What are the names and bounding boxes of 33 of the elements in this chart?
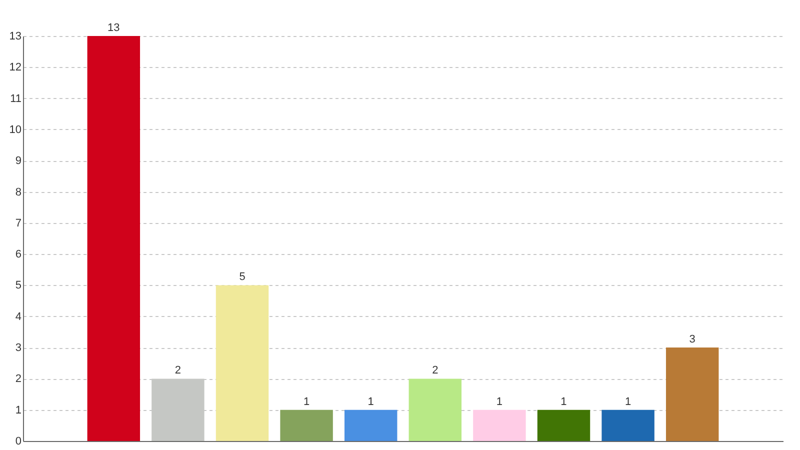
data-label: 1 (303, 396, 310, 408)
data-label: 1 (624, 396, 632, 408)
bar (216, 285, 269, 441)
y-tick-label: 8 (15, 186, 22, 198)
y-tick-label: 1 (15, 404, 22, 416)
data-label: 1 (496, 396, 503, 408)
data-label: 2 (432, 364, 438, 377)
bar (666, 348, 719, 441)
y-tick-label: 10 (9, 124, 22, 136)
data-label: 1 (368, 396, 374, 408)
y-tick-label: 0 (15, 436, 22, 448)
data-label: 1 (560, 396, 567, 408)
y-tick-label: 3 (15, 342, 22, 354)
data-label: 3 (689, 334, 696, 346)
y-tick-label: 12 (9, 62, 22, 74)
y-tick-label: 2 (15, 373, 22, 386)
y-tick-label: 5 (15, 280, 22, 292)
y-tick-label: 11 (10, 92, 22, 105)
data-label: 2 (174, 364, 182, 377)
bar (280, 410, 333, 441)
bar (537, 410, 590, 441)
bar (602, 410, 654, 441)
y-tick-label: 6 (15, 248, 22, 261)
bar (87, 36, 140, 441)
y-tick-label: 7 (15, 217, 22, 230)
bar (473, 410, 526, 441)
bar (408, 378, 462, 441)
y-tick-label: 13 (9, 30, 22, 42)
data-label: 5 (239, 271, 246, 284)
data-label: 13 (108, 22, 120, 34)
y-tick-label: 4 (15, 310, 22, 323)
y-tick-label: 9 (15, 155, 22, 168)
bar (344, 410, 398, 441)
